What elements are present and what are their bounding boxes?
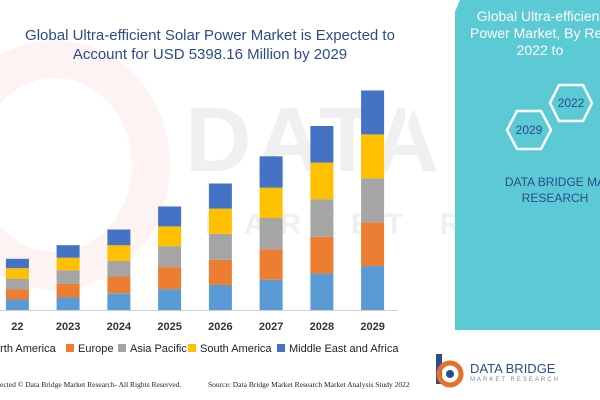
logo-tagline: MARKET RESEARCH	[470, 377, 560, 383]
bar-segment-orth-america-22	[5, 299, 29, 310]
bar-segment-middle-east-and-africa-2029	[361, 90, 385, 135]
bar-segment-europe-2027	[259, 249, 283, 280]
bar-segment-europe-2023	[56, 283, 80, 298]
side-panel-brand-line1: DATA BRIDGE MA	[504, 175, 600, 189]
bar-segment-south-america-2025	[158, 226, 182, 247]
hexagon-2022-label: 2022	[557, 96, 585, 110]
x-tick-label: 2025	[157, 321, 181, 333]
legend-swatch	[66, 344, 74, 352]
bar-segment-asia-pacific-22	[5, 278, 29, 290]
bar-segment-asia-pacific-2027	[259, 218, 283, 250]
legend-item: Middle East and Africa	[277, 342, 398, 356]
bar-segment-middle-east-and-africa-2024	[107, 229, 131, 246]
side-panel-wedge	[405, 0, 460, 130]
x-tick-label: 2029	[360, 321, 384, 333]
bar-segment-middle-east-and-africa-2028	[310, 126, 334, 163]
bar-segment-asia-pacific-2028	[310, 199, 334, 237]
chart-title: Global Ultra-efficient Solar Power Marke…	[25, 27, 395, 63]
legend-swatch	[188, 344, 196, 352]
bar-segment-europe-22	[5, 289, 29, 300]
bar-segment-south-america-2027	[259, 187, 283, 218]
legend-label: orth America	[0, 343, 56, 355]
bar-segment-orth-america-2026	[208, 284, 232, 310]
x-tick-label: 22	[11, 321, 23, 333]
bar-segment-middle-east-and-africa-2025	[158, 206, 182, 227]
x-tick-label: 2023	[56, 321, 80, 333]
bar-segment-europe-2025	[158, 267, 182, 290]
bar-segment-europe-2029	[361, 222, 385, 267]
data-bridge-logo: DATA BRIDGE MARKET RESEARCH	[432, 352, 562, 392]
x-tick-label: 2026	[208, 321, 232, 333]
side-panel-title-line3: 2022 to	[516, 42, 564, 58]
bar-segment-middle-east-and-africa-2023	[56, 245, 80, 258]
legend-label: Asia Pacific	[130, 343, 187, 355]
legend-item: South America	[188, 342, 272, 356]
x-tick-label: 2027	[259, 321, 283, 333]
footer-copyright: ected © Data Bridge Market Research- All…	[0, 380, 182, 389]
bar-segment-middle-east-and-africa-2027	[259, 156, 283, 188]
hexagon-2029	[505, 109, 553, 151]
bar-segment-south-america-2024	[107, 245, 131, 261]
logo-mark-icon	[436, 354, 464, 388]
bar-segment-asia-pacific-2025	[158, 246, 182, 268]
bar-segment-orth-america-2027	[259, 279, 283, 310]
legend-label: Middle East and Africa	[289, 343, 399, 355]
bar-segment-south-america-2028	[310, 162, 334, 200]
legend-swatch	[277, 344, 285, 352]
side-panel-title: Global Ultra-efficient Power Market, By …	[470, 8, 600, 59]
bar-segment-middle-east-and-africa-2026	[208, 183, 232, 209]
legend-item: orth America	[0, 342, 56, 356]
side-panel	[455, 0, 600, 330]
side-panel-title-line1: Global Ultra-efficient	[476, 8, 600, 24]
bar-segment-south-america-2029	[361, 134, 385, 179]
legend-item: Asia Pacific	[118, 342, 187, 356]
bar-segment-europe-2026	[208, 259, 232, 285]
bar-segment-asia-pacific-2029	[361, 178, 385, 223]
bar-segment-orth-america-2024	[107, 293, 131, 310]
x-tick-label: 2028	[310, 321, 334, 333]
bar-segment-middle-east-and-africa-22	[5, 258, 29, 269]
side-panel-brand: DATA BRIDGE MA RESEARCH	[490, 174, 600, 206]
bar-segment-orth-america-2025	[158, 289, 182, 310]
legend-item: Europe	[66, 342, 113, 356]
side-panel-title-line2: Power Market, By Reg	[470, 25, 600, 41]
bar-segment-south-america-2023	[56, 257, 80, 271]
logo-name: DATA BRIDGE	[470, 361, 556, 376]
bar-segment-europe-2028	[310, 236, 334, 274]
bar-segment-south-america-2026	[208, 208, 232, 234]
bar-segment-asia-pacific-2026	[208, 233, 232, 260]
legend-label: Europe	[78, 343, 114, 355]
x-tick-label: 2024	[107, 321, 132, 333]
side-panel-brand-line2: RESEARCH	[521, 191, 589, 205]
bar-segment-orth-america-2029	[361, 266, 385, 310]
bar-segment-asia-pacific-2023	[56, 270, 80, 284]
legend-label: South America	[200, 343, 272, 355]
legend-swatch	[118, 344, 126, 352]
bar-segment-asia-pacific-2024	[107, 260, 131, 277]
bar-segment-orth-america-2028	[310, 273, 334, 310]
footer-source: Source: Data Bridge Market Research Mark…	[208, 380, 410, 389]
chart-legend: orth America Europe Asia Pacific South Amer…	[0, 342, 420, 358]
hexagon-2022	[548, 83, 594, 123]
bar-segment-orth-america-2023	[56, 297, 80, 310]
bar-segment-europe-2024	[107, 276, 131, 294]
hexagon-2029-label: 2029	[515, 123, 543, 137]
bar-segment-south-america-22	[5, 268, 29, 279]
